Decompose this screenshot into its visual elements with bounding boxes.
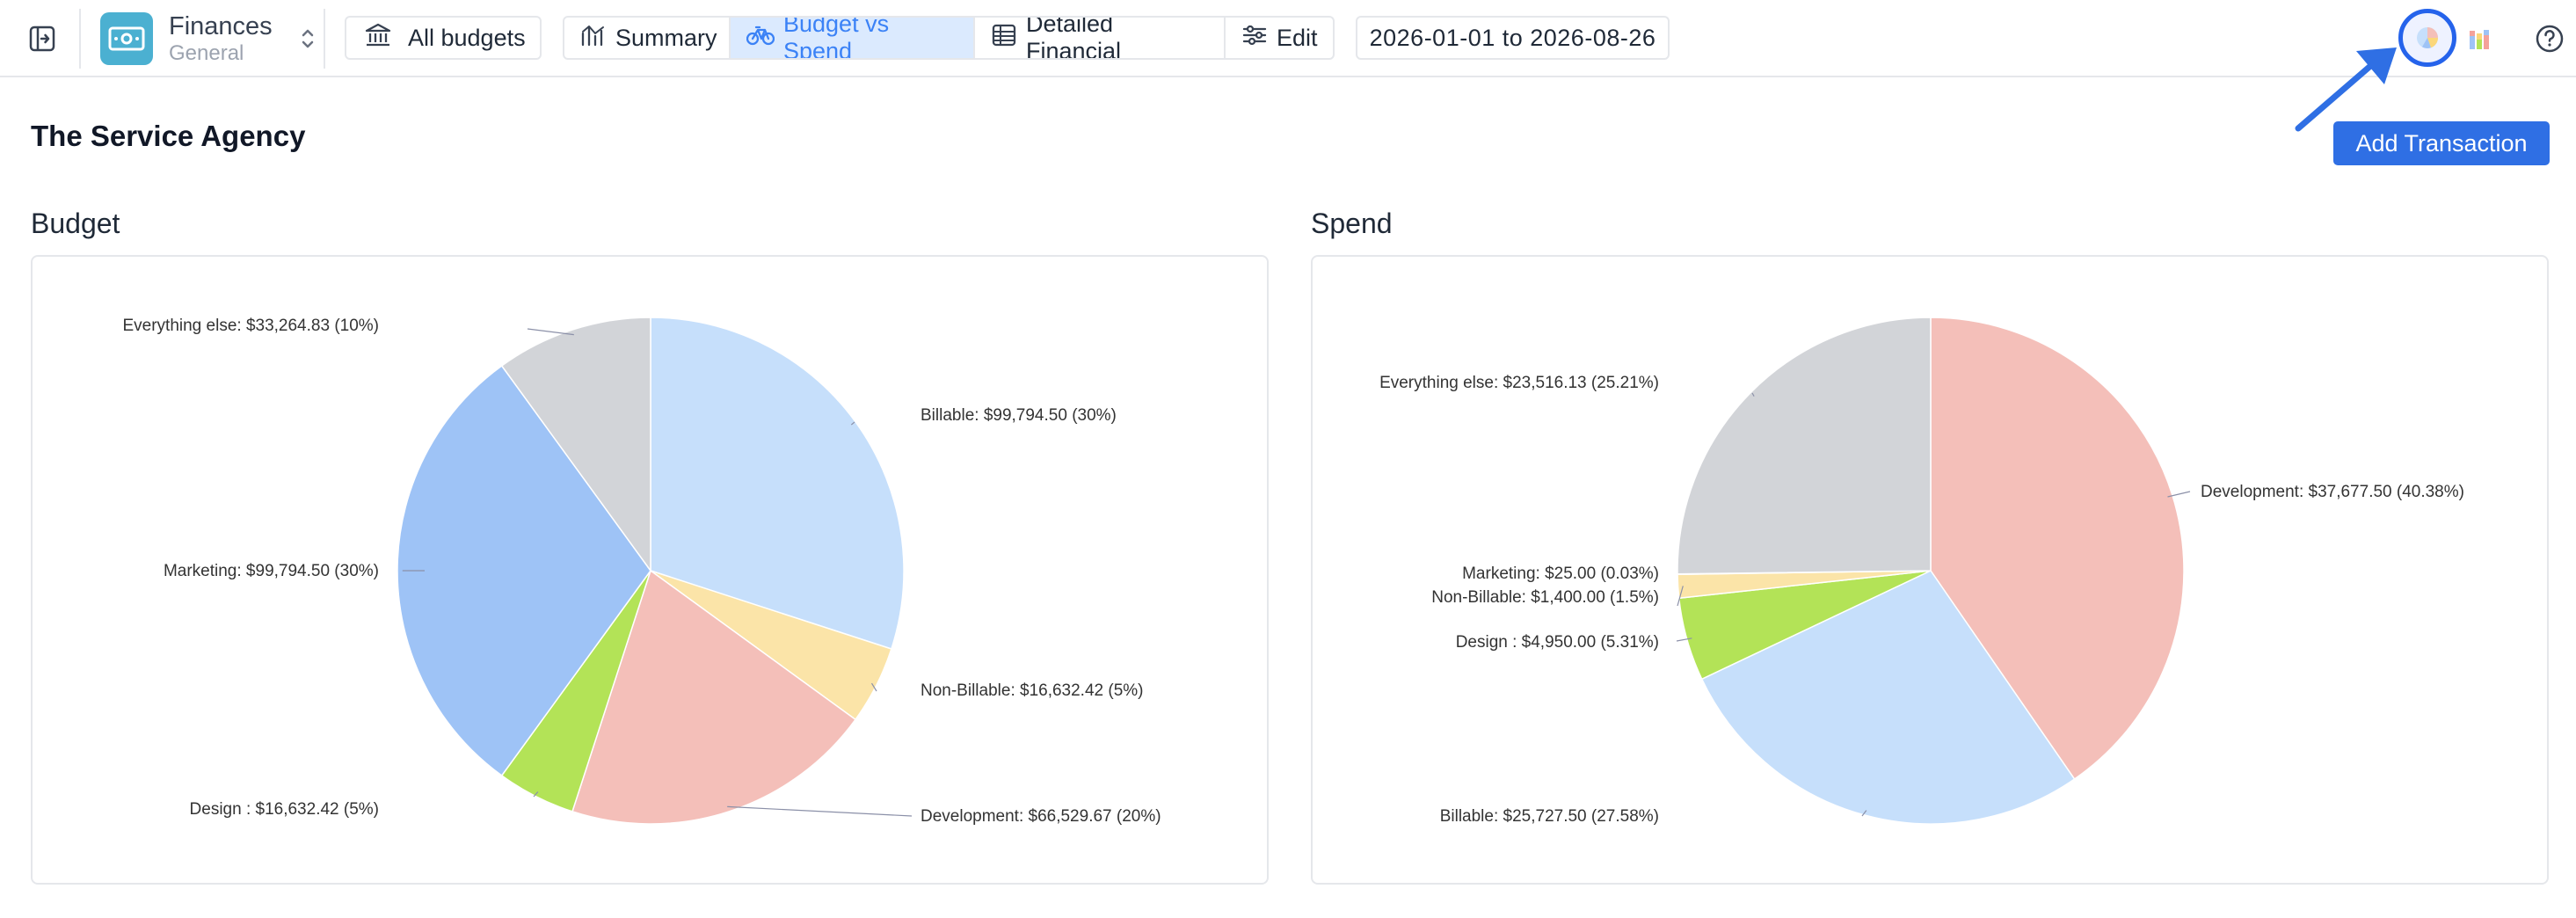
- slice-label-development: Development: $66,529.67 (20%): [921, 807, 1161, 826]
- spend-pie-chart: Development: $37,677.50 (40.38%) Billable…: [1379, 317, 2464, 826]
- add-transaction-button[interactable]: Add Transaction: [2333, 121, 2550, 165]
- pie-chart-icon[interactable]: [2398, 9, 2456, 67]
- chart-icon: [580, 23, 607, 54]
- table-icon: [991, 23, 1017, 54]
- pie-slice-everything-else[interactable]: [1677, 317, 1932, 575]
- all-budgets-label: All budgets: [408, 24, 526, 51]
- budget-section-title: Budget: [31, 208, 120, 239]
- workspace-title: Finances: [169, 12, 273, 40]
- chevron-updown-icon[interactable]: [297, 21, 318, 56]
- tab-edit[interactable]: Edit: [1226, 18, 1333, 58]
- slice-label-everything-else: Everything else: $33,264.83 (10%): [122, 317, 379, 335]
- budget-chart-panel: Billable: $99,794.50 (30%) Non-Billable: …: [31, 255, 1269, 885]
- tab-summary[interactable]: Summary: [564, 18, 731, 58]
- leader-line: [870, 682, 877, 692]
- tab-edit-label: Edit: [1277, 24, 1318, 51]
- sliders-icon: [1241, 23, 1268, 54]
- tab-detailed-financial[interactable]: Detailed Financial: [975, 18, 1226, 58]
- bar-chart-icon[interactable]: [2460, 19, 2499, 58]
- top-bar: Finances General All budgets: [0, 0, 2576, 77]
- view-tabs: Summary Budget vs Spend: [563, 16, 1335, 60]
- slice-label-development: Development: $37,677.50 (40.38%): [2201, 483, 2464, 501]
- slice-label-marketing: Marketing: $25.00 (0.03%): [1462, 565, 1659, 583]
- leader-line: [1751, 392, 1755, 397]
- slice-label-everything-else: Everything else: $23,516.13 (25.21%): [1379, 374, 1659, 392]
- sidebar-toggle-icon[interactable]: [25, 21, 60, 56]
- spend-section-title: Spend: [1311, 208, 1393, 239]
- slice-label-marketing: Marketing: $99,794.50 (30%): [164, 562, 379, 580]
- leader-line: [1861, 810, 1867, 817]
- pie-slice-billable[interactable]: [1700, 570, 2076, 825]
- slice-label-non-billable: Non-Billable: $16,632.42 (5%): [921, 681, 1144, 700]
- bank-icon: [364, 22, 392, 55]
- tab-budget-vs-spend-label: Budget vs Spend: [783, 16, 890, 60]
- tab-detailed-financial-label: Detailed Financial: [1026, 16, 1122, 60]
- annotation-arrow-icon: [2295, 47, 2397, 132]
- divider: [324, 9, 325, 69]
- leader-line: [1677, 586, 1684, 607]
- leader-line: [527, 328, 574, 336]
- money-icon: [100, 12, 153, 65]
- slice-label-design: Design : $16,632.42 (5%): [190, 800, 379, 819]
- all-budgets-button[interactable]: All budgets: [345, 16, 542, 60]
- bicycle-icon: [746, 24, 775, 53]
- slice-label-design: Design : $4,950.00 (5.31%): [1456, 633, 1659, 652]
- leader-line: [850, 421, 855, 426]
- divider: [79, 9, 81, 69]
- leader-line: [2167, 491, 2191, 498]
- date-range-value: 2026-01-01 to 2026-08-26: [1369, 24, 1656, 51]
- pie-slice-everything-else[interactable]: [500, 317, 651, 573]
- tab-summary-label: Summary: [615, 24, 717, 51]
- slice-label-billable: Billable: $25,727.50 (27.58%): [1440, 807, 1659, 826]
- slice-label-billable: Billable: $99,794.50 (30%): [921, 406, 1117, 425]
- workspace-subtitle: General: [169, 41, 244, 65]
- budget-pie-chart: Billable: $99,794.50 (30%) Non-Billable: …: [122, 317, 1161, 826]
- slice-label-non-billable: Non-Billable: $1,400.00 (1.5%): [1431, 588, 1659, 607]
- leader-line: [727, 805, 913, 817]
- help-icon[interactable]: [2532, 21, 2567, 56]
- leader-line: [533, 791, 539, 798]
- tab-budget-vs-spend[interactable]: Budget vs Spend: [731, 18, 975, 58]
- workspace-switcher[interactable]: Finances General: [100, 11, 318, 67]
- leader-line: [1676, 638, 1692, 642]
- pie-slice-development[interactable]: [571, 569, 857, 825]
- date-range-picker[interactable]: 2026-01-01 to 2026-08-26: [1356, 16, 1670, 60]
- pie-slice-marketing[interactable]: [397, 364, 651, 777]
- pie-slice-billable[interactable]: [650, 317, 905, 650]
- page-title: The Service Agency: [31, 120, 306, 152]
- spend-chart-panel: Development: $37,677.50 (40.38%) Billable…: [1311, 255, 2549, 885]
